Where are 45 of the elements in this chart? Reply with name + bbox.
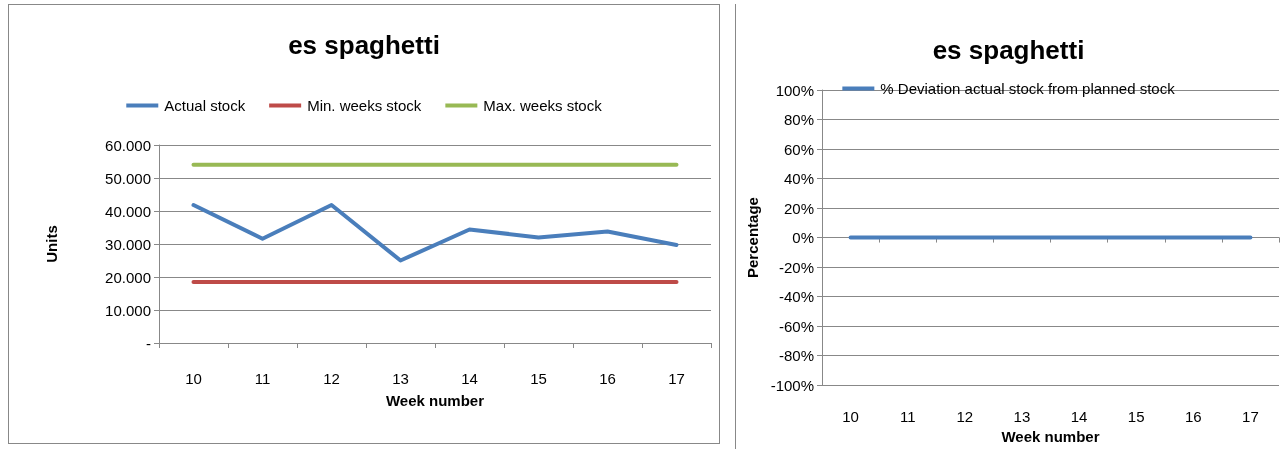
x-tick-label: 12 <box>323 370 340 387</box>
chart-title: es spaghetti <box>288 30 440 60</box>
x-tick-label: 13 <box>1013 408 1031 426</box>
y-tick-label: 100% <box>775 81 814 99</box>
y-tick-label: -60% <box>778 317 814 335</box>
y-tick-label: 60.000 <box>105 136 151 154</box>
x-tick-label: 16 <box>1184 408 1202 426</box>
y-tick-label: 40% <box>783 170 814 188</box>
x-tick-label: 13 <box>392 370 409 387</box>
x-axis-title: Week number <box>385 392 485 409</box>
x-tick-label: 15 <box>530 370 547 387</box>
y-tick-label: 60% <box>783 140 814 158</box>
y-tick-label: - <box>146 334 151 352</box>
chart-title: es spaghetti <box>932 35 1085 65</box>
y-tick-label: -40% <box>778 288 814 306</box>
x-tick-label: 12 <box>956 408 974 426</box>
x-tick-label: 11 <box>254 370 271 387</box>
y-tick-label: 50.000 <box>105 169 151 187</box>
legend-label: Actual stock <box>164 97 246 114</box>
x-tick-label: 11 <box>899 408 916 426</box>
legend-label: % Deviation actual stock from planned stock <box>880 80 1176 97</box>
y-tick-label: -100% <box>770 376 814 394</box>
x-tick-label: 14 <box>461 370 478 387</box>
y-tick-label: -80% <box>778 347 814 365</box>
y-tick-label: -20% <box>778 258 814 276</box>
y-axis-title: Units <box>43 225 60 263</box>
y-tick-label: 0% <box>792 229 814 247</box>
x-tick-label: 17 <box>668 370 685 387</box>
y-tick-label: 20.000 <box>105 268 151 286</box>
x-tick-label: 16 <box>599 370 616 387</box>
y-tick-label: 30.000 <box>105 235 151 253</box>
x-tick-label: 10 <box>185 370 202 387</box>
y-tick-label: 20% <box>783 199 814 217</box>
line-series <box>191 203 679 263</box>
y-tick-label: 10.000 <box>105 301 151 319</box>
legend-label: Max. weeks stock <box>483 97 603 114</box>
x-tick-label: 15 <box>1127 408 1145 426</box>
y-tick-label: 80% <box>783 111 814 129</box>
y-axis-title: Percentage <box>743 197 761 278</box>
x-axis-title: Week number <box>1001 428 1100 445</box>
x-tick-label: 10 <box>842 408 859 426</box>
x-tick-label: 17 <box>1242 408 1259 426</box>
x-tick-label: 14 <box>1070 408 1088 426</box>
y-tick-label: 40.000 <box>105 202 151 220</box>
legend-label: Min. weeks stock <box>307 97 422 114</box>
